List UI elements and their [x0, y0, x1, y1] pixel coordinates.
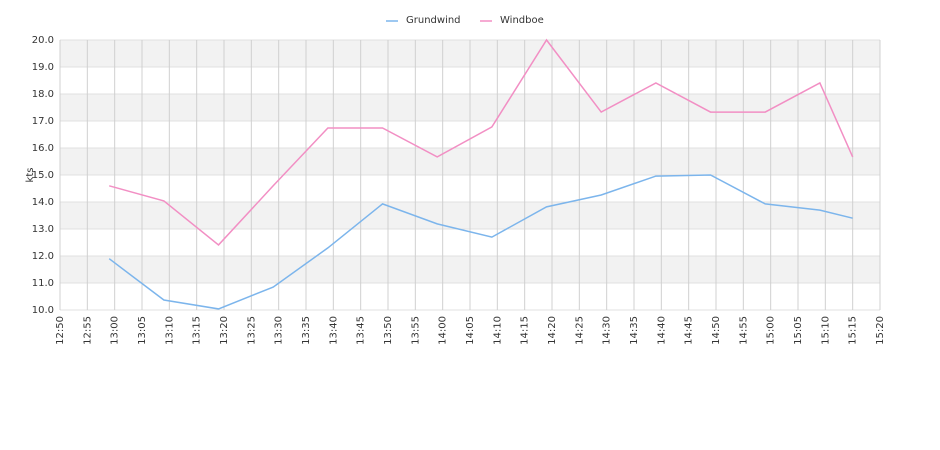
x-tick-label: 14:10 — [492, 316, 503, 345]
x-tick-label: 14:20 — [547, 316, 558, 345]
x-tick-label: 13:40 — [328, 316, 339, 345]
x-tick-label: 15:10 — [820, 316, 831, 345]
x-tick-label: 13:55 — [410, 316, 421, 345]
x-tick-label: 15:20 — [875, 316, 886, 345]
x-tick-label: 14:50 — [711, 316, 722, 345]
x-tick-label: 14:05 — [465, 316, 476, 345]
x-tick-label: 13:45 — [356, 316, 367, 345]
y-tick-label: 15.0 — [32, 170, 54, 181]
x-tick-label: 13:50 — [383, 316, 394, 345]
y-tick-label: 14.0 — [32, 197, 54, 208]
legend-label: Grundwind — [406, 15, 461, 26]
y-tick-label: 20.0 — [32, 35, 54, 46]
x-tick-label: 14:45 — [684, 316, 695, 345]
x-tick-label: 12:55 — [82, 316, 93, 345]
x-tick-label: 13:15 — [192, 316, 203, 345]
series-line — [108, 174, 853, 310]
y-tick-label: 12.0 — [32, 251, 54, 262]
y-axis-label: kts — [25, 168, 36, 183]
x-tick-label: 13:00 — [110, 316, 121, 345]
x-tick-label: 15:05 — [793, 316, 804, 345]
y-tick-label: 16.0 — [32, 143, 54, 154]
y-tick-label: 18.0 — [32, 89, 54, 100]
x-tick-label: 14:40 — [656, 316, 667, 345]
x-tick-label: 13:05 — [137, 316, 148, 345]
x-tick-label: 15:15 — [848, 316, 859, 345]
x-tick-label: 14:35 — [629, 316, 640, 345]
y-tick-label: 10.0 — [32, 305, 54, 316]
x-tick-label: 13:10 — [164, 316, 175, 345]
x-tick-label: 13:35 — [301, 316, 312, 345]
y-tick-label: 17.0 — [32, 116, 54, 127]
x-tick-label: 13:30 — [274, 316, 285, 345]
x-tick-label: 14:00 — [438, 316, 449, 345]
y-tick-label: 11.0 — [32, 278, 54, 289]
x-tick-label: 13:20 — [219, 316, 230, 345]
x-tick-label: 14:25 — [574, 316, 585, 345]
x-tick-label: 13:25 — [246, 316, 257, 345]
x-tick-label: 12:50 — [55, 316, 66, 345]
y-tick-label: 19.0 — [32, 62, 54, 73]
x-tick-label: 15:00 — [766, 316, 777, 345]
x-tick-label: 14:15 — [520, 316, 531, 345]
x-tick-label: 14:55 — [738, 316, 749, 345]
y-tick-label: 13.0 — [32, 224, 54, 235]
series-line — [109, 38, 854, 246]
x-tick-label: 14:30 — [602, 316, 613, 345]
legend-label: Windboe — [500, 15, 544, 26]
